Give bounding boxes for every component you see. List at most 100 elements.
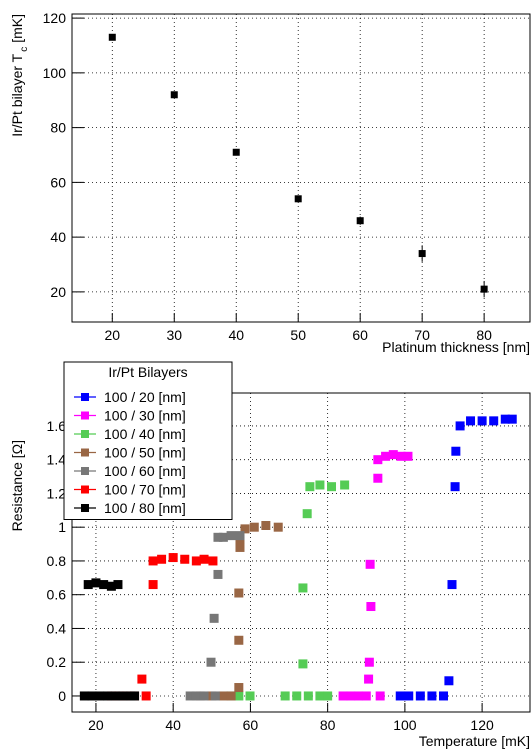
marker — [261, 520, 271, 530]
marker — [450, 482, 460, 492]
marker — [302, 509, 312, 519]
marker — [226, 531, 236, 541]
y-tick-label: 40 — [50, 229, 66, 245]
marker — [103, 691, 113, 701]
marker — [477, 416, 487, 426]
marker — [226, 691, 236, 701]
y-tick-label: 1.4 — [47, 452, 67, 468]
marker — [191, 556, 201, 566]
x-tick-label: 80 — [320, 717, 336, 733]
marker — [451, 446, 461, 456]
marker — [444, 676, 454, 686]
y-tick-label: 1.2 — [47, 485, 67, 501]
marker — [232, 148, 240, 156]
marker — [415, 691, 425, 701]
legend-label: 100 / 30 [nm] — [104, 408, 186, 424]
marker — [118, 691, 128, 701]
marker — [185, 691, 195, 701]
y-tick-label: 0 — [58, 688, 66, 704]
marker — [292, 691, 302, 701]
marker — [87, 691, 97, 701]
marker — [91, 578, 101, 588]
marker — [137, 674, 147, 684]
legend-label: 100 / 20 [nm] — [104, 389, 186, 405]
marker — [447, 580, 457, 590]
marker — [364, 674, 374, 684]
legend-marker — [81, 411, 89, 420]
marker — [500, 414, 510, 424]
marker — [373, 455, 383, 465]
legend-label: 100 / 80 [nm] — [104, 500, 186, 516]
x-tick-label: 40 — [165, 717, 181, 733]
x-axis-label: Platinum thickness [nm] — [382, 339, 530, 355]
marker — [218, 691, 228, 701]
marker — [206, 657, 216, 667]
marker — [234, 635, 244, 645]
marker — [340, 480, 350, 490]
plot-frame — [71, 13, 531, 323]
y-tick-label: 60 — [50, 174, 66, 190]
x-tick-label: 60 — [352, 327, 368, 343]
marker — [130, 691, 140, 701]
marker — [507, 414, 517, 424]
marker — [108, 33, 116, 41]
marker — [234, 683, 244, 693]
marker — [323, 691, 333, 701]
marker — [199, 691, 209, 701]
legend-label: 100 / 70 [nm] — [104, 482, 186, 498]
marker — [273, 522, 283, 532]
marker — [381, 451, 391, 461]
marker — [234, 691, 244, 701]
marker — [170, 91, 178, 99]
marker — [235, 531, 245, 541]
marker — [180, 554, 190, 564]
marker — [218, 532, 228, 542]
marker — [234, 588, 244, 598]
legend-label: 100 / 40 [nm] — [104, 426, 186, 442]
marker — [427, 691, 437, 701]
legend-marker — [81, 467, 89, 475]
marker — [388, 450, 398, 460]
marker — [106, 581, 116, 591]
marker — [298, 659, 308, 669]
marker — [191, 691, 201, 701]
marker — [245, 691, 255, 701]
marker — [83, 580, 93, 590]
marker — [208, 556, 218, 566]
y-axis-label: Resistance [Ω] — [9, 440, 25, 531]
x-tick-label: 120 — [470, 717, 494, 733]
marker — [99, 580, 109, 590]
legend-title: Ir/Pt Bilayers — [108, 364, 187, 380]
marker — [403, 451, 413, 461]
legend-box — [63, 361, 233, 520]
plot-frame — [71, 392, 531, 713]
legend-marker — [81, 430, 89, 438]
y-axis-label-text: Ir/Pt bilayer T — [9, 53, 25, 136]
y-tick-label: 80 — [50, 120, 66, 136]
marker — [396, 451, 406, 461]
marker — [418, 250, 426, 258]
marker — [366, 602, 376, 612]
marker — [480, 285, 488, 293]
marker — [375, 691, 385, 701]
legend-marker — [81, 504, 89, 512]
y-tick-label: 20 — [50, 284, 66, 300]
marker — [354, 691, 364, 701]
legend-label: 100 / 60 [nm] — [104, 463, 186, 479]
marker — [280, 691, 290, 701]
x-tick-label: 60 — [243, 717, 259, 733]
marker — [305, 482, 315, 492]
x-tick-label: 50 — [290, 327, 306, 343]
y-tick-label: 1 — [58, 519, 66, 535]
marker — [364, 657, 374, 667]
x-tick-label: 70 — [414, 327, 430, 343]
marker — [95, 691, 105, 701]
x-tick-label: 100 — [393, 717, 417, 733]
y-tick-label: 0.8 — [47, 553, 67, 569]
marker — [210, 691, 220, 701]
y-axis-label-unit: [mK] — [9, 14, 25, 43]
y-tick-label: 0.4 — [47, 620, 67, 636]
y-tick-label: 0.2 — [47, 654, 67, 670]
marker — [327, 482, 337, 492]
